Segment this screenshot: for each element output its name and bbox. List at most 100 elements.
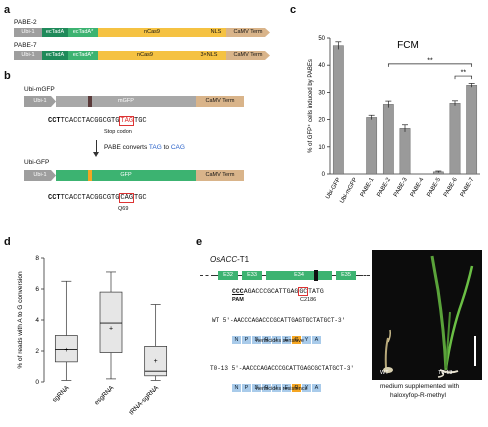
- photo-caption-1: medium supplemented with: [380, 383, 460, 390]
- target-sequence: CCCAGACCCGCATTGAGGCTATG: [232, 287, 324, 296]
- y-tick-label: 2: [35, 348, 39, 355]
- construct1-ubi: Ubi-1: [14, 28, 42, 37]
- wt-aa: Y: [302, 336, 311, 344]
- y-tick-label: 0: [322, 172, 326, 178]
- construct1-tada-star: ecTadA*: [68, 28, 98, 37]
- mut-aa-r: R: [292, 384, 301, 392]
- x-tick-label: Ubi-mGFP: [339, 177, 358, 205]
- mut-aa: P: [242, 384, 251, 392]
- top-camv: CaMV Term: [196, 96, 244, 107]
- construct1-camv: CaMV Term: [226, 28, 270, 37]
- fcm-bar-chart: FCM 0 10 20 30 40 50 % of GFP⁺ cells induced by…: [307, 36, 480, 205]
- x-tick-label: Ubi-GFP: [325, 177, 342, 200]
- y-tick-label: 0: [35, 379, 39, 386]
- panel-d-label: d: [4, 236, 11, 248]
- gene-dash-left: [200, 275, 214, 276]
- y-tick-label: 20: [318, 118, 325, 124]
- ag-conversion-boxplot: 0 2 4 6 8 % of reads with A to G conversion + s…: [17, 255, 168, 416]
- bar-PABE-1: [366, 117, 378, 175]
- c2186-label: C2186: [300, 297, 317, 303]
- wt-aa: R: [262, 336, 271, 344]
- mut-aa: R: [262, 384, 271, 392]
- top-seq-pam: CCT: [48, 117, 61, 125]
- seq-mid: AGACCCGCATTGAG: [243, 288, 299, 295]
- bottom-sequence: CCTTCACCTACGGCGTGCAGTGC: [48, 193, 147, 203]
- panel-e-label: e: [196, 236, 203, 248]
- exon-e33: E33: [242, 271, 262, 280]
- panel-b-label: b: [4, 70, 11, 82]
- stop-marker: [88, 96, 92, 107]
- bot-seq-box: CAG: [119, 193, 135, 203]
- box-tRNA-sgRNA: [144, 345, 168, 377]
- significance-label: **: [427, 57, 433, 64]
- significance-bracket: [454, 75, 473, 80]
- construct2-bar: Ubi-1 ecTadA ecTadA* nCas9 3×NLS CaMV Te…: [14, 51, 276, 60]
- wt-aa: D: [252, 336, 261, 344]
- gene-title: OsACC-T1: [210, 256, 249, 264]
- construct2-ncas9: nCas9: [98, 51, 192, 60]
- gene-title-italic: OsACC: [210, 255, 238, 264]
- wt-aa: I: [272, 336, 281, 344]
- mut-aa: N: [232, 384, 241, 392]
- chart-title: FCM: [397, 40, 419, 51]
- panel-c-label: c: [290, 4, 297, 16]
- bottom-ubi: Ubi-1: [24, 170, 56, 181]
- target-marker: [314, 270, 318, 281]
- bottom-camv: CaMV Term: [196, 170, 244, 181]
- bot-seq-end: TGC: [134, 194, 147, 202]
- converts-text: PABE converts TAG to CAG: [104, 144, 185, 152]
- construct2-tada: ecTadA: [42, 51, 68, 60]
- y-tick-label: 10: [318, 145, 325, 151]
- box-sgRNA: [54, 335, 78, 363]
- mean-marker: +: [109, 325, 113, 332]
- mut-aa: A: [312, 384, 321, 392]
- gene-model: E32 E33 E34 E35: [200, 270, 370, 282]
- box-esgRNA: [99, 291, 123, 353]
- bar-PABE-7: [466, 85, 478, 175]
- bot-seq-mid: TCACCTACGGCGTG: [60, 194, 120, 202]
- mut-aa: I: [272, 384, 281, 392]
- mut-aa: E: [282, 384, 291, 392]
- seedling-photo: WT T0-13: [372, 250, 482, 380]
- bar-PABE-2: [382, 104, 394, 175]
- down-arrow-head: [93, 152, 99, 157]
- y-tick-label: 6: [35, 286, 39, 293]
- x-tick-label: PABE-2: [376, 176, 392, 198]
- bottom-construct-name: Ubi-GFP: [24, 159, 50, 166]
- converts-cag: CAG: [170, 144, 185, 151]
- y-axis-label: % of GFP⁺ cells induced by PABEs: [307, 59, 314, 153]
- construct1-bar: Ubi-1 ecTadA ecTadA* nCas9 NLS CaMV Term: [14, 28, 276, 37]
- x-tick-label: PABE-4: [410, 176, 426, 198]
- top-seq-end: TGC: [134, 117, 147, 125]
- exon-e35: E35: [336, 271, 356, 280]
- construct2-name: PABE-7: [14, 42, 37, 49]
- down-arrow-icon: [96, 140, 97, 154]
- x-tick-label: PABE-6: [443, 176, 459, 198]
- seedling-illustration: [383, 255, 476, 378]
- bar-PABE-3: [399, 128, 411, 175]
- x-tick-label: sgRNA: [51, 384, 71, 404]
- top-seq-stop-box: TAG: [119, 116, 135, 126]
- construct2-ubi: Ubi-1: [14, 51, 42, 60]
- mean-marker: +: [64, 347, 68, 354]
- bottom-gfp: GFP: [56, 170, 196, 181]
- x-tick-label: PABE-7: [460, 176, 476, 198]
- bar-PABE-6: [449, 103, 461, 175]
- construct2-nls: 3×NLS: [192, 51, 226, 60]
- bot-seq-pam: CCT: [48, 194, 61, 202]
- mut-sequence: T0-13 5'-AACCCAGACCCGCATTGAGCGCTATGCT-3': [210, 365, 355, 372]
- panel-a-label: a: [4, 4, 11, 16]
- converts-tag: TAG: [148, 144, 162, 151]
- y-axis-label: % of reads with A to G conversion: [17, 271, 24, 369]
- construct2-tada-star: ecTadA*: [68, 51, 98, 60]
- significance-label: **: [461, 70, 467, 77]
- stop-codon-label: Stop codon: [104, 129, 132, 135]
- wt-aa: A: [312, 336, 321, 344]
- x-tick-label: PABE-5: [426, 176, 442, 198]
- gene-dash-right: [360, 275, 370, 276]
- construct1-ncas9: nCas9: [98, 28, 206, 37]
- mean-marker: +: [154, 358, 158, 365]
- seq-pam: CCC: [232, 288, 244, 295]
